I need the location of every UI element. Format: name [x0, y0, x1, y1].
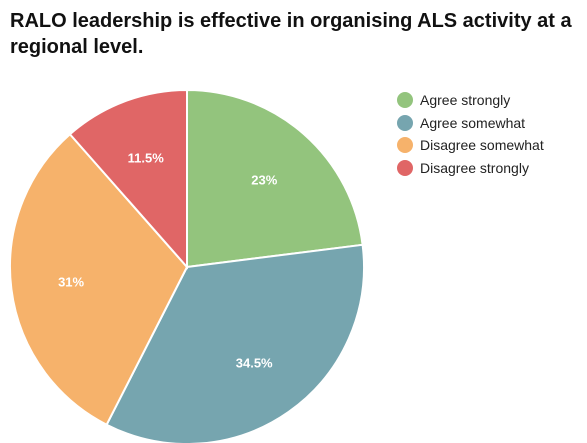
pie-slice-disagree-somewhat — [9, 132, 189, 427]
pie-slice-labels: 23% 34.5% 31% 11.5% — [58, 151, 278, 371]
legend-swatch — [397, 159, 413, 176]
legend-item: Agree strongly — [397, 89, 544, 112]
legend-label: Disagree somewhat — [420, 137, 544, 154]
pie-slice-label: 31% — [58, 275, 84, 290]
pie-slices — [9, 88, 365, 443]
pie-slice-disagree-strongly — [68, 88, 188, 270]
legend-swatch — [397, 137, 413, 154]
legend: Agree strongly Agree somewhat Disagree som… — [397, 89, 544, 179]
pie-slice-label: 11.5% — [128, 151, 165, 166]
legend-item: Agree somewhat — [397, 112, 544, 135]
legend-label: Agree somewhat — [420, 114, 526, 131]
pie-slice-agree-strongly — [186, 88, 364, 269]
pie-slice-agree-somewhat — [105, 243, 365, 443]
legend-item: Disagree strongly — [397, 157, 544, 180]
legend-swatch — [397, 114, 413, 131]
legend-swatch — [397, 92, 413, 109]
legend-item: Disagree somewhat — [397, 134, 544, 157]
pie-slice-label: 23% — [251, 172, 277, 187]
pie-slice-label: 34.5% — [236, 356, 273, 371]
legend-label: Agree strongly — [420, 92, 511, 109]
chart-title: RALO leadership is effective in organisi… — [10, 10, 572, 58]
legend-label: Disagree strongly — [420, 159, 529, 176]
